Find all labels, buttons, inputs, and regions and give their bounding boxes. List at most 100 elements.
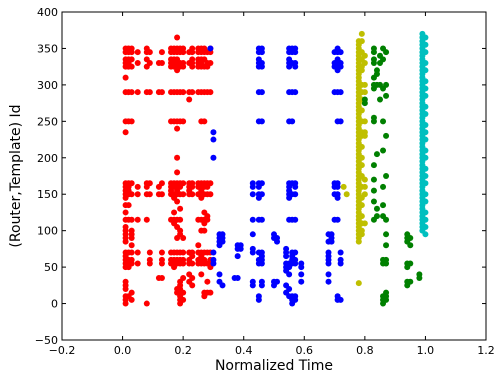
scatter-point-2-4-10 [361,52,368,59]
scatter-point-0-7-3 [158,249,165,256]
y-tick-label-3: 100 [37,225,58,238]
scatter-point-0-0-27 [122,74,129,81]
scatter-point-1-20-2 [334,216,341,223]
scatter-point-3-5-2 [383,92,390,99]
scatter-point-3-5-1 [383,81,390,88]
scatter-point-3-5-7 [383,242,390,249]
scatter-point-4-1-5 [422,191,429,198]
y-tick-label-6: 250 [37,115,58,128]
scatter-point-0-2-17 [128,45,135,52]
scatter-point-0-2-4 [128,249,135,256]
scatter-point-0-10-15 [174,125,181,132]
scatter-point-1-3-0 [219,282,226,289]
scatter-point-4-1-13 [422,121,429,128]
scatter-point-1-13-2 [286,271,293,278]
scatter-point-4-1-22 [422,41,429,48]
scatter-point-0-7-2 [158,256,165,263]
scatter-point-3-1-3 [370,60,377,67]
scatter-point-0-3-2 [134,216,141,223]
scatter-point-2-4-5 [361,129,368,136]
x-tick-label-1: 0.0 [114,344,132,357]
scatter-point-3-2-3 [373,151,380,158]
scatter-point-4-1-15 [422,103,429,110]
scatter-point-0-12-2 [180,275,187,282]
scatter-point-0-12-7 [180,191,187,198]
scatter-point-1-21-0 [337,296,344,303]
scatter-point-0-18-5 [204,213,211,220]
y-tick-label-5: 200 [37,152,58,165]
scatter-point-0-18-1 [204,278,211,285]
scatter-point-0-0-24 [122,129,129,136]
scatter-point-3-4-1 [380,56,387,63]
scatter-point-0-19-8 [207,60,214,67]
scatter-point-1-17-1 [325,271,332,278]
scatter-point-0-2-14 [128,63,135,70]
scatter-point-0-3-7 [134,49,141,56]
scatter-point-0-7-4 [158,191,165,198]
scatter-point-0-14-2 [189,260,196,267]
scatter-point-0-14-0 [189,282,196,289]
x-tick-label-2: 0.2 [174,344,192,357]
scatter-point-2-4-0 [361,220,368,227]
y-tick-label-2: 50 [44,261,58,274]
scatter-point-1-5-0 [234,275,241,282]
scatter-point-0-5-2 [146,249,153,256]
scatter-point-1-15-6 [292,191,299,198]
scatter-point-1-9-10 [258,89,265,96]
scatter-point-3-1-11 [370,187,377,194]
scatter-point-4-1-17 [422,85,429,92]
scatter-point-2-4-1 [361,191,368,198]
scatter-point-1-1-2 [210,129,217,136]
scatter-point-1-20-6 [334,180,341,187]
scatter-point-0-3-3 [134,191,141,198]
x-tick-label-5: 0.8 [356,344,374,357]
scatter-point-1-11-0 [274,278,281,285]
scatter-point-1-21-3 [337,249,344,256]
scatter-point-0-17-12 [201,118,208,125]
scatter-point-1-21-8 [337,49,344,56]
scatter-point-0-2-13 [128,89,135,96]
scatter-point-0-17-5 [201,227,208,234]
scatter-point-2-4-9 [361,60,368,67]
scatter-point-4-1-16 [422,92,429,99]
scatter-point-0-14-7 [189,180,196,187]
scatter-point-0-15-3 [195,242,202,249]
scatter-point-1-9-14 [258,45,265,52]
scatter-point-4-1-8 [422,165,429,172]
scatter-point-1-14-10 [289,118,296,125]
scatter-point-1-3-3 [219,231,226,238]
scatter-point-1-15-4 [292,249,299,256]
scatter-point-4-1-18 [422,78,429,85]
scatter-point-1-16-1 [298,271,305,278]
scatter-point-0-3-4 [134,183,141,190]
scatter-point-0-5-5 [146,89,153,96]
scatter-point-1-20-4 [334,191,341,198]
scatter-point-0-9-6 [171,209,178,216]
scatter-point-2-3-22 [358,38,365,45]
scatter-point-3-5-5 [383,216,390,223]
scatter-point-2-4-8 [361,81,368,88]
scatter-point-0-16-0 [198,271,205,278]
scatter-point-4-1-7 [422,173,429,179]
scatter-point-0-11-12 [177,216,184,223]
scatter-point-1-9-6 [258,216,265,223]
scatter-point-0-11-11 [177,227,184,234]
scatter-point-3-4-4 [380,147,387,154]
scatter-point-0-13-10 [186,96,193,103]
x-tick-label-3: 0.4 [235,344,253,357]
x-tick-label-6: 1.0 [417,344,435,357]
scatter-point-3-7-2 [407,260,414,267]
scatter-point-1-1-4 [210,256,217,263]
scatter-point-1-8-1 [255,293,262,300]
scatter-point-0-12-10 [180,89,187,96]
scatter-point-1-0-0 [207,45,214,52]
scatter-point-3-2-1 [373,70,380,77]
scatter-point-1-7-6 [249,191,256,198]
scatter-point-0-7-7 [158,60,165,67]
scatter-point-0-12-4 [180,256,187,263]
scatter-point-0-5-3 [146,191,153,198]
scatter-point-2-3-23 [358,30,365,37]
scatter-point-0-5-4 [146,180,153,187]
scatter-point-3-1-10 [370,176,377,183]
